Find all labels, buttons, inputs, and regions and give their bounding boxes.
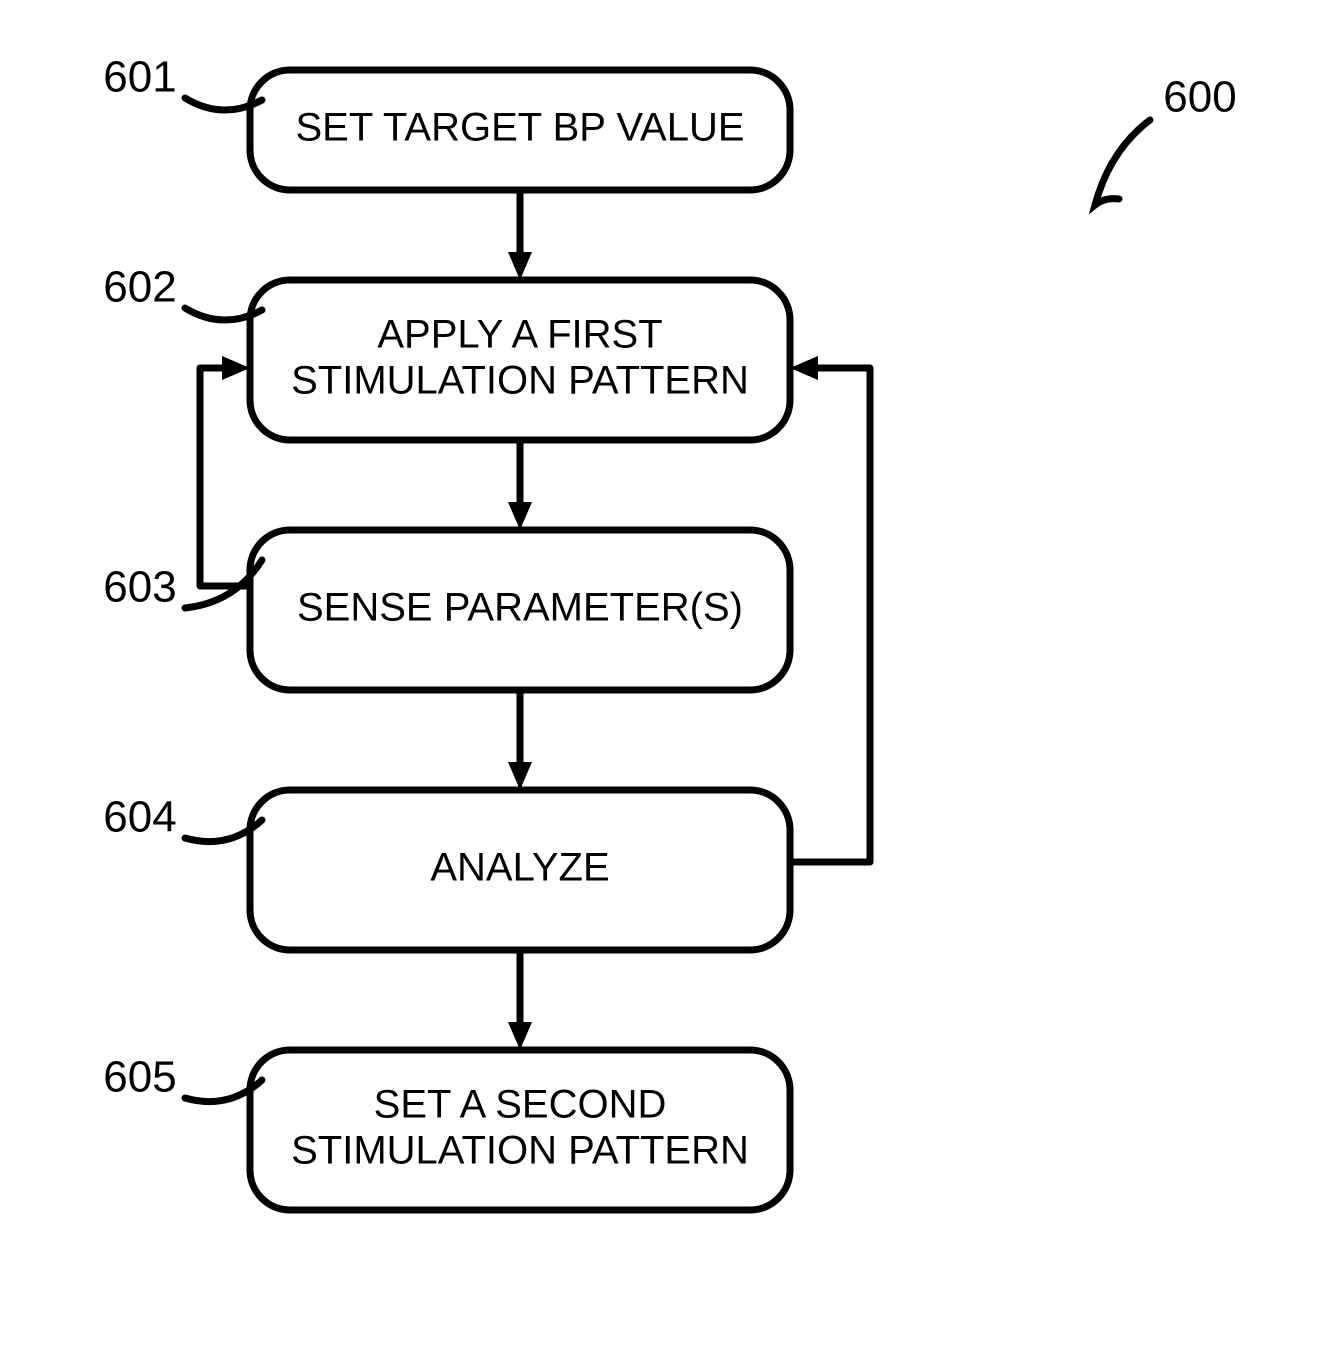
label-605: 605 (103, 1053, 176, 1102)
node-601-text-0: SET TARGET BP VALUE (295, 106, 744, 150)
arrowhead (508, 762, 532, 790)
arrowhead (508, 1022, 532, 1050)
node-603-text-0: SENSE PARAMETER(S) (297, 586, 743, 630)
label-603: 603 (103, 563, 176, 612)
figure-label-leader (1095, 120, 1150, 205)
figure-label: 600 (1163, 73, 1236, 122)
arrowhead (790, 356, 818, 380)
node-602-text-1: STIMULATION PATTERN (291, 359, 749, 403)
edge-604-602-right (790, 368, 870, 862)
label-602: 602 (103, 263, 176, 312)
node-604-text-0: ANALYZE (430, 846, 609, 890)
label-601: 601 (103, 53, 176, 102)
arrowhead (508, 252, 532, 280)
edge-603-602-left (200, 368, 250, 586)
node-602-text-0: APPLY A FIRST (377, 313, 662, 357)
arrowhead (508, 502, 532, 530)
arrowhead (222, 356, 250, 380)
node-605-text-1: STIMULATION PATTERN (291, 1129, 749, 1173)
label-604: 604 (103, 793, 176, 842)
node-605-text-0: SET A SECOND (374, 1083, 667, 1127)
